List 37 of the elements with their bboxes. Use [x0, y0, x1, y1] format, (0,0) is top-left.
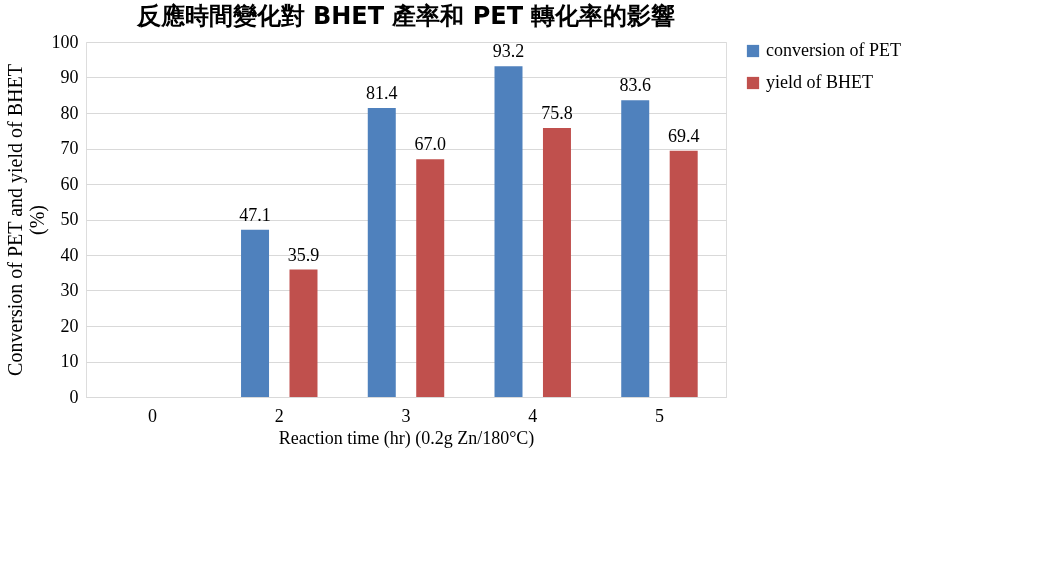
legend-label: yield of BHET — [766, 72, 873, 92]
data-label: 35.9 — [287, 244, 320, 265]
bar — [241, 229, 270, 397]
y-axis-title: Conversion of PET and yield of BHET (%) — [3, 64, 49, 376]
y-tick-label: 100 — [51, 31, 79, 52]
data-label: 47.1 — [239, 204, 271, 225]
y-tick-label: 60 — [60, 173, 79, 194]
data-label: 69.4 — [667, 125, 700, 146]
bar — [669, 150, 698, 397]
y-tick-label: 90 — [60, 67, 79, 87]
bar — [416, 159, 445, 397]
y-tick-label: 20 — [60, 315, 79, 336]
bar — [542, 127, 571, 397]
y-tick-label: 0 — [69, 386, 79, 407]
y-tick-label: 70 — [60, 138, 79, 158]
data-label: 67.0 — [414, 134, 446, 155]
data-label: 75.8 — [541, 102, 573, 123]
y-tick-label: 30 — [60, 280, 79, 300]
data-label: 81.4 — [366, 83, 398, 104]
x-tick-label: 0 — [148, 405, 158, 426]
x-tick-label: 4 — [528, 405, 538, 426]
data-label: 83.6 — [619, 75, 651, 96]
x-tick-label: 5 — [654, 405, 664, 426]
y-tick-label: 50 — [60, 209, 79, 229]
bar — [494, 66, 523, 397]
x-tick-label: 3 — [401, 405, 411, 426]
y-tick-label: 80 — [60, 102, 79, 123]
y-tick-label: 40 — [60, 244, 79, 265]
y-tick-label: 10 — [60, 351, 79, 371]
x-tick-label: 2 — [274, 405, 284, 426]
bar — [289, 269, 318, 397]
chart-title: 反應時間變化對 BHET 產率和 PET 轉化率的影響 — [135, 2, 676, 30]
data-label: 93.2 — [492, 41, 525, 62]
legend-label: conversion of PET — [766, 40, 901, 60]
bar — [367, 108, 396, 397]
x-axis-title: Reaction time (hr) (0.2g Zn/180°C) — [278, 427, 535, 449]
bar — [621, 100, 650, 397]
